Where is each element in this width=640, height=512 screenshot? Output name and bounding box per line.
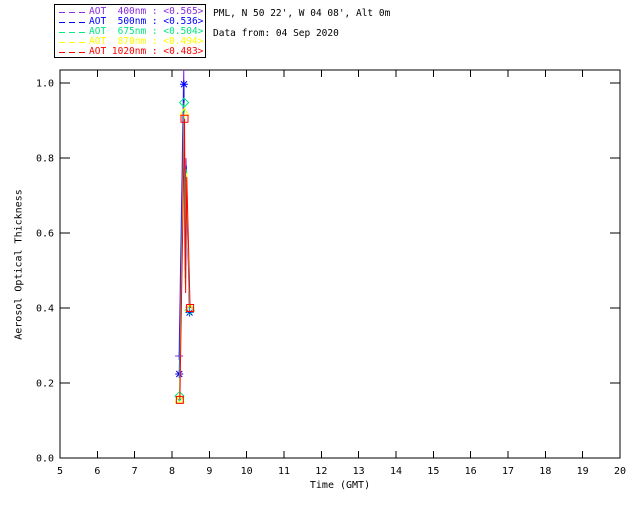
legend-label: AOT 675nm : <0.504> (89, 26, 204, 37)
x-tick-label: 15 (427, 466, 439, 477)
y-tick-label: 0.0 (36, 454, 54, 465)
x-axis-labels: 5 6 7 8 9 10 11 12 13 14 15 16 17 18 19 20 (57, 466, 626, 477)
legend-dash-line (59, 21, 85, 23)
x-tick-label: 11 (278, 466, 290, 477)
x-axis-ticks (59, 70, 621, 458)
legend-dash-line (59, 51, 85, 53)
y-tick-label: 0.4 (36, 304, 54, 315)
series-aot-1020nm (175, 114, 195, 404)
legend-row: AOT 500nm : <0.536> (59, 16, 204, 27)
plot-frame (59, 69, 621, 459)
symbol-square (180, 114, 189, 123)
legend-label: AOT 500nm : <0.536> (89, 16, 204, 27)
y-tick-label: 1.0 (36, 79, 54, 90)
y-axis-title: Aerosol Optical Thickness (13, 189, 25, 340)
symbol-triangle (174, 393, 185, 403)
x-tick-label: 10 (241, 466, 253, 477)
symbol-square (175, 395, 184, 404)
x-tick-label: 18 (539, 466, 551, 477)
x-tick-label: 5 (57, 466, 63, 477)
x-tick-label: 7 (132, 466, 138, 477)
x-tick-label: 13 (353, 466, 365, 477)
symbol-square (186, 304, 195, 313)
legend-dash-line (59, 31, 85, 33)
legend-label: AOT 1020nm : <0.483> (89, 46, 204, 57)
symbol-asterisk (179, 80, 188, 89)
x-tick-label: 19 (577, 466, 589, 477)
symbol-diamond (178, 97, 190, 108)
x-tick-label: 16 (465, 466, 477, 477)
x-tick-label: 20 (614, 466, 626, 477)
symbol-diamond (174, 390, 185, 402)
x-tick-label: 12 (315, 466, 327, 477)
series-line-aot-1020nm (179, 118, 191, 400)
legend-row: AOT 400nm : <0.565> (59, 6, 204, 17)
legend-box: AOT 400nm : <0.565> AOT 500nm : <0.536> AO… (54, 4, 206, 58)
symbol-asterisk (185, 308, 194, 317)
x-axis-title: Time (GMT) (309, 480, 371, 491)
legend-row: AOT 1020nm : <0.483> (59, 46, 204, 57)
legend-dash-line (59, 11, 85, 13)
y-tick-label: 0.6 (36, 229, 54, 240)
legend-label: AOT 400nm : <0.565> (89, 6, 204, 17)
legend-row: AOT 675nm : <0.504> (59, 26, 204, 37)
symbol-plus (180, 60, 188, 68)
y-axis-labels: 0.0 0.2 0.4 0.6 0.8 1.0 (36, 79, 54, 465)
data-layer (174, 60, 195, 404)
legend-row: AOT 870nm : <0.494> (59, 36, 204, 47)
x-tick-label: 6 (94, 466, 100, 477)
y-axis-ticks (60, 82, 620, 459)
x-tick-label: 14 (390, 466, 402, 477)
date-header: Data from: 04 Sep 2020 (213, 28, 339, 39)
x-tick-label: 9 (206, 466, 212, 477)
symbol-asterisk (175, 370, 184, 379)
y-tick-label: 0.2 (36, 379, 54, 390)
station-header: PML, N 50 22', W 04 08', Alt 0m (213, 8, 391, 19)
legend-dash-line (59, 41, 85, 43)
x-tick-label: 8 (169, 466, 175, 477)
legend-label: AOT 870nm : <0.494> (89, 36, 204, 47)
y-tick-label: 0.8 (36, 154, 54, 165)
x-tick-label: 17 (502, 466, 514, 477)
